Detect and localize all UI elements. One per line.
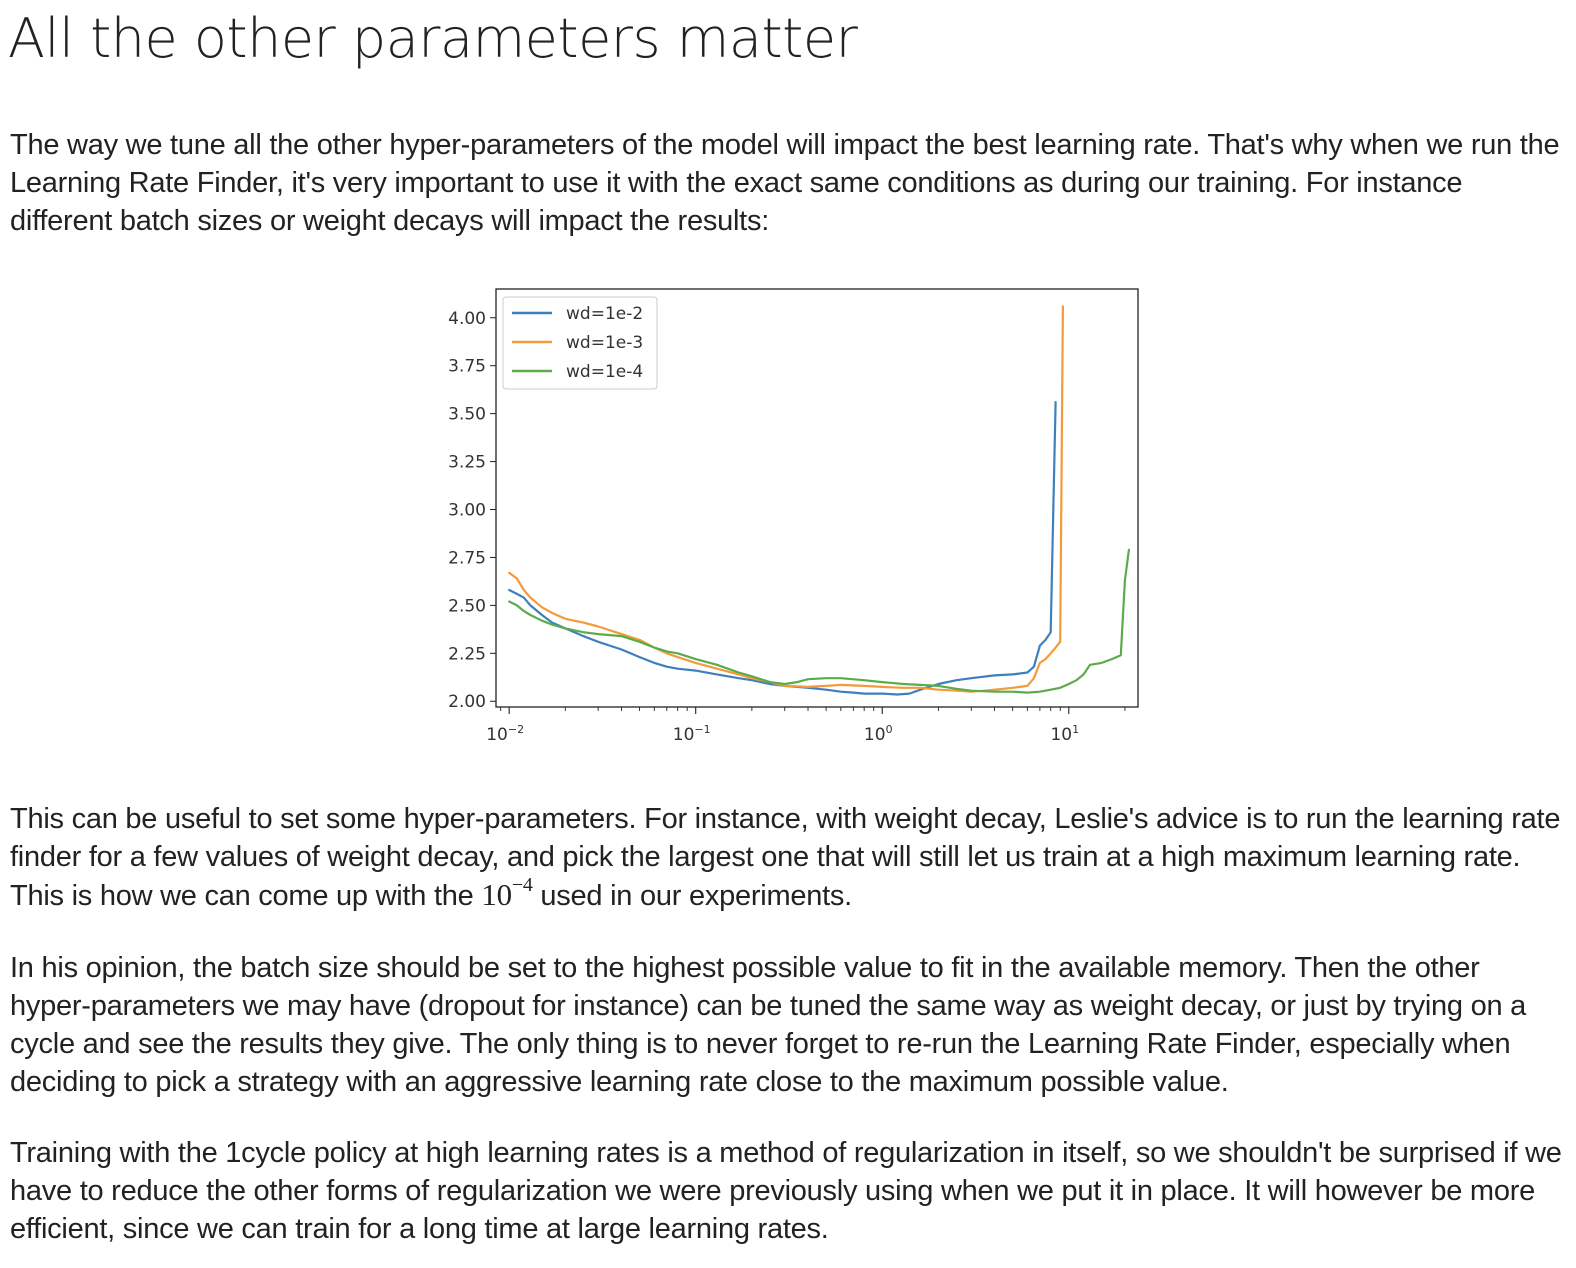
math-exponent: −4 xyxy=(511,874,533,896)
learning-rate-finder-chart: 2.002.252.502.753.003.253.503.754.0010−2… xyxy=(448,288,1139,745)
x-tick-label: 10−2 xyxy=(486,723,524,745)
intro-paragraph: The way we tune all the other hyper-para… xyxy=(10,129,1560,237)
legend-box xyxy=(502,296,658,390)
x-tick-exponent: 1 xyxy=(1072,723,1079,736)
legend: wd=1e-2 wd=1e-3 wd=1e-4 xyxy=(502,296,658,390)
legend-label-3: wd=1e-4 xyxy=(566,362,643,382)
x-tick-label: 10−1 xyxy=(673,723,711,745)
legend-label-2: wd=1e-3 xyxy=(566,333,643,353)
x-tick-exponent: −2 xyxy=(508,723,524,736)
weight-decay-text-after: used in our experiments. xyxy=(532,880,852,912)
y-tick-label: 2.50 xyxy=(448,596,486,616)
x-tick-base: 10 xyxy=(486,725,508,745)
y-tick-label: 3.25 xyxy=(448,453,486,473)
weight-decay-paragraph: This can be useful to set some hyper-par… xyxy=(10,800,1566,915)
y-tick-label: 3.75 xyxy=(448,357,486,377)
page-heading: All the other parameters matter xyxy=(8,7,858,70)
series-group xyxy=(508,305,1131,696)
y-tick-label: 3.00 xyxy=(448,501,486,521)
regularization-paragraph: Training with the 1cycle policy at high … xyxy=(10,1137,1562,1245)
legend-label-1: wd=1e-2 xyxy=(566,304,643,324)
math-base: 10 xyxy=(481,877,512,912)
batch-size-paragraph: In his opinion, the batch size should be… xyxy=(10,952,1527,1098)
weight-decay-text-before: This can be useful to set some hyper-par… xyxy=(10,803,1561,912)
series-line-3 xyxy=(508,548,1131,694)
x-tick-label: 100 xyxy=(864,723,893,745)
plot-frame xyxy=(495,288,1139,708)
math-expression: 10−4 xyxy=(481,874,533,912)
y-tick-label: 4.00 xyxy=(448,309,486,329)
x-tick-base: 10 xyxy=(864,725,886,745)
y-tick-label: 3.50 xyxy=(448,405,486,425)
x-tick-exponent: 0 xyxy=(886,723,893,736)
x-tick-base: 10 xyxy=(673,725,695,745)
series-line-2 xyxy=(508,305,1065,693)
y-tick-label: 2.00 xyxy=(448,692,486,712)
x-tick-exponent: −1 xyxy=(694,723,710,736)
x-tick-label: 101 xyxy=(1050,723,1079,745)
x-tick-base: 10 xyxy=(1050,725,1072,745)
y-tick-label: 2.75 xyxy=(448,548,486,568)
y-tick-label: 2.25 xyxy=(448,644,486,664)
series-line-1 xyxy=(508,400,1057,696)
